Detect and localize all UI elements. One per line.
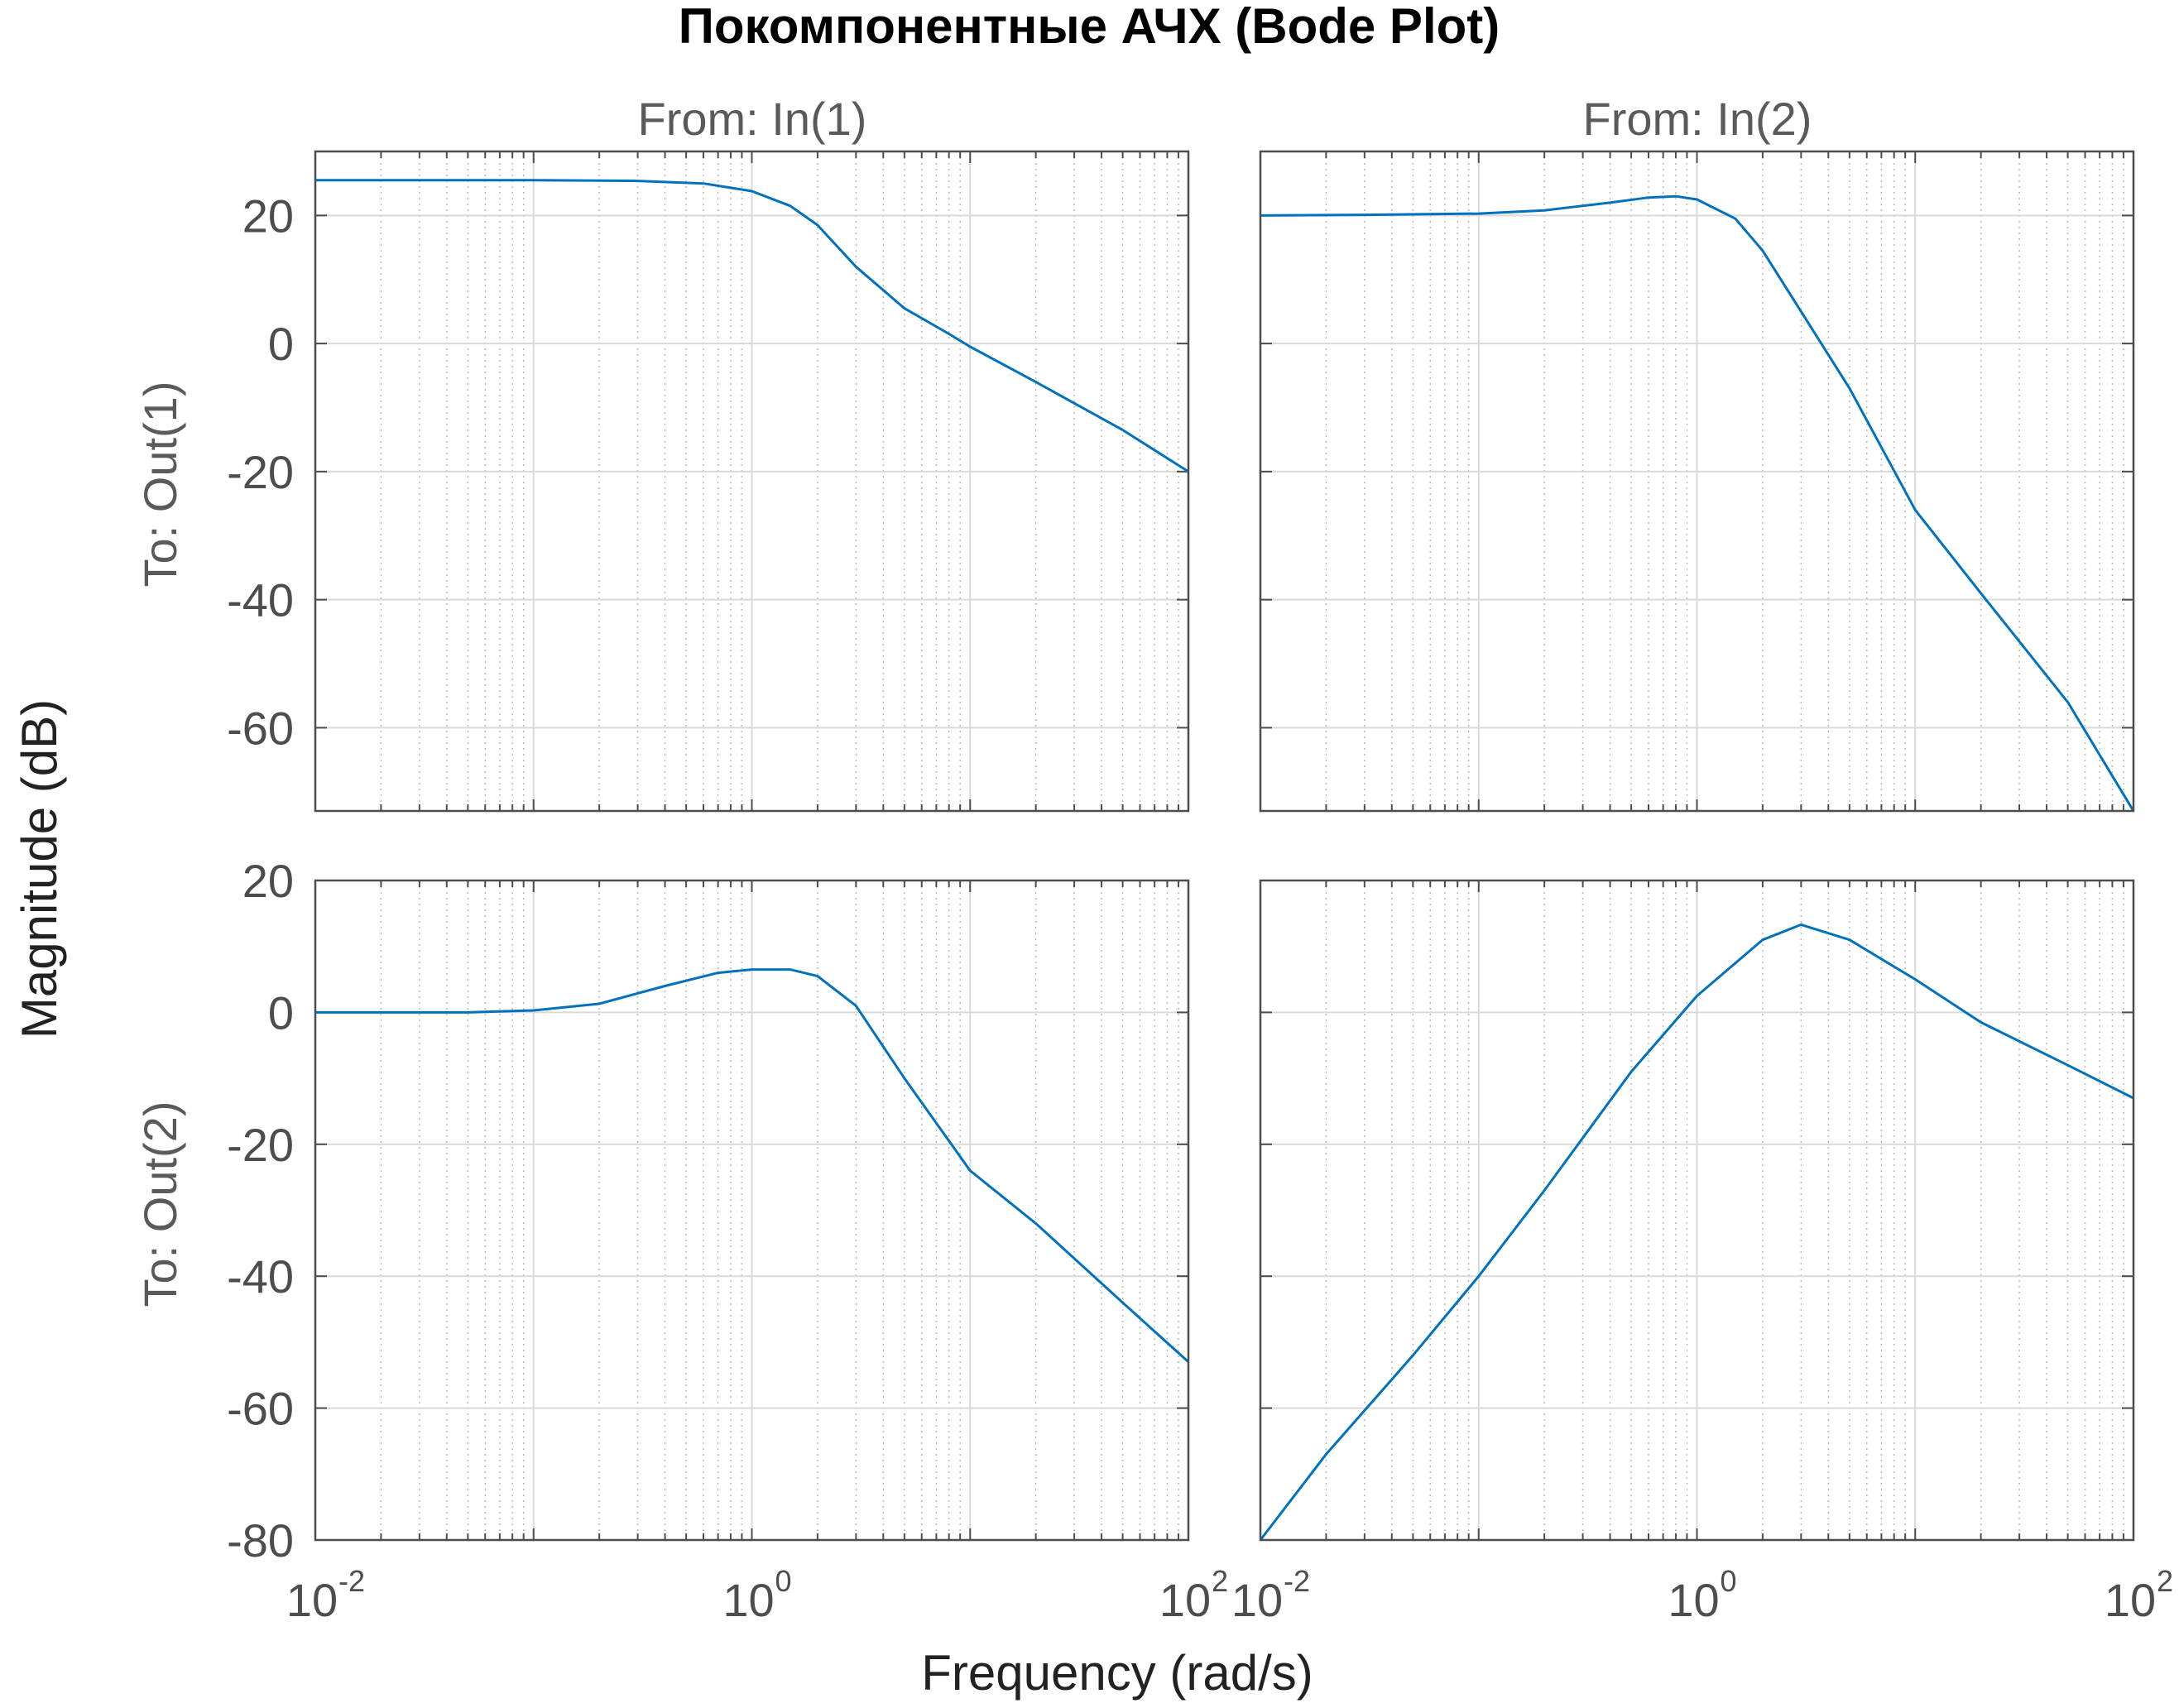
x-tick-exponent: 0 xyxy=(775,1564,792,1598)
x-tick-label: 10 xyxy=(286,1574,338,1626)
y-tick-label: -40 xyxy=(227,1250,294,1303)
axes-frame xyxy=(314,879,1190,1542)
y-tick-label: -20 xyxy=(227,1119,294,1171)
x-axis-label: Frequency (rad/s) xyxy=(921,1645,1313,1701)
y-tick-label: -60 xyxy=(227,702,294,754)
row-label-out1: To: Out(1) xyxy=(134,381,186,588)
y-tick-label: -60 xyxy=(227,1383,294,1435)
axes-frame xyxy=(1259,150,2135,813)
panel-2-2: 10 -2 10 0 10 2 xyxy=(1231,879,2173,1626)
y-tick-label: 20 xyxy=(242,190,294,242)
figure-title: Покомпонентные АЧХ (Bode Plot) xyxy=(679,0,1500,54)
y-tick-label: 0 xyxy=(268,318,294,370)
axes-frame xyxy=(314,150,1190,813)
magnitude-curve xyxy=(1260,194,2135,812)
y-tick-label: 0 xyxy=(268,986,294,1039)
magnitude-curve xyxy=(1259,923,2134,1541)
column-label-in2: From: In(2) xyxy=(1583,93,1812,145)
x-tick-exponent: 2 xyxy=(2157,1564,2173,1598)
y-tick-label: -80 xyxy=(227,1514,294,1566)
panel-1-2 xyxy=(1259,150,2135,813)
y-tick-label: -40 xyxy=(227,574,294,626)
magnitude-curve xyxy=(315,968,1190,1363)
column-label-in1: From: In(1) xyxy=(638,93,867,145)
row-label-out2: To: Out(2) xyxy=(134,1101,186,1307)
y-tick-label: 20 xyxy=(242,855,294,907)
panel-1-1: -60 -40 -20 0 20 xyxy=(227,150,1190,813)
x-tick-exponent: -2 xyxy=(1284,1564,1310,1598)
x-tick-exponent: 2 xyxy=(1212,1564,1228,1598)
x-tick-label: 10 xyxy=(1159,1574,1211,1626)
x-tick-exponent: 0 xyxy=(1721,1564,1737,1598)
x-tick-label: 10 xyxy=(2105,1574,2156,1626)
y-tick-label: -20 xyxy=(227,446,294,498)
y-axis-label: Magnitude (dB) xyxy=(12,699,67,1039)
magnitude-curve xyxy=(315,179,1189,473)
x-tick-label: 10 xyxy=(722,1574,774,1626)
x-tick-exponent: -2 xyxy=(338,1564,365,1598)
x-tick-label: 10 xyxy=(1668,1574,1719,1626)
axes-frame xyxy=(1259,879,2135,1542)
x-tick-label: 10 xyxy=(1231,1574,1283,1626)
